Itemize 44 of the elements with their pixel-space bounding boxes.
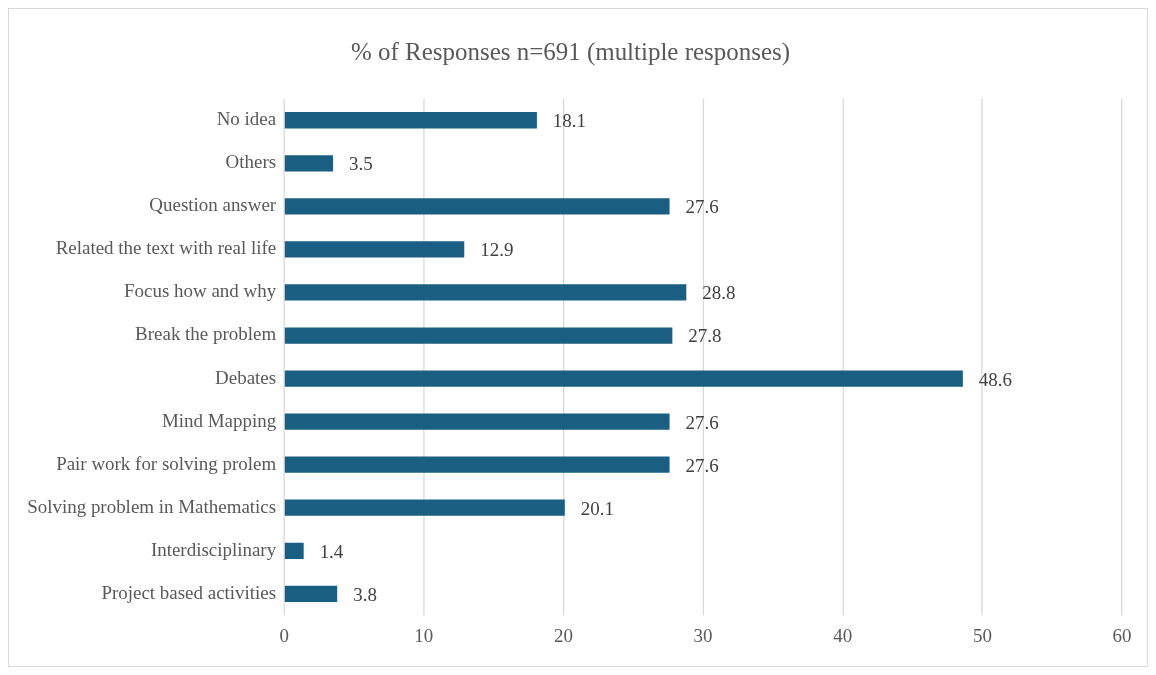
x-tick-label: 60 [1112,624,1132,646]
x-tick-label: 10 [414,624,434,646]
y-tick-label: Focus how and why [124,280,277,302]
y-tick-label: Interdisciplinary [150,538,277,560]
x-tick-label: 20 [553,624,573,646]
y-tick-label: No idea [216,108,277,130]
y-tick-label: Question answer [149,194,277,216]
data-label: 27.6 [685,411,719,433]
bar [284,542,304,559]
data-label: 3.5 [348,153,373,175]
bar [284,413,670,430]
bar [284,456,670,473]
data-label: 27.6 [685,196,719,218]
data-label: 18.1 [552,110,587,132]
bar [284,284,687,301]
data-label: 27.8 [688,325,722,347]
y-tick-label: Pair work for solving prolem [56,452,277,474]
y-tick-label: Others [225,151,277,173]
chart-title: % of Responses n=691 (multiple responses) [351,38,790,67]
data-label: 12.9 [480,239,514,261]
bar [284,585,338,602]
bar [284,370,963,387]
y-tick-label: Project based activities [101,581,277,603]
data-label: 27.6 [685,454,719,476]
bar [284,241,465,258]
x-tick-label: 40 [833,624,853,646]
data-label: 3.8 [353,583,377,605]
x-tick-label: 0 [279,624,289,646]
x-tick-label: 30 [693,624,713,646]
x-tick-label: 50 [972,624,992,646]
data-label: 20.1 [580,497,614,519]
bar [284,327,673,344]
y-tick-label: Mind Mapping [161,409,277,431]
data-label: 28.8 [702,282,736,304]
bar [284,155,333,172]
bar [284,499,565,516]
bar [284,112,537,129]
y-tick-label: Related the text with real life [55,237,277,259]
y-tick-label: Solving problem in Mathematics [27,495,277,517]
bar [284,198,670,215]
data-label: 1.4 [319,540,344,562]
y-tick-label: Break the problem [135,323,277,345]
y-tick-label: Debates [215,366,277,388]
data-label: 48.6 [978,368,1012,390]
